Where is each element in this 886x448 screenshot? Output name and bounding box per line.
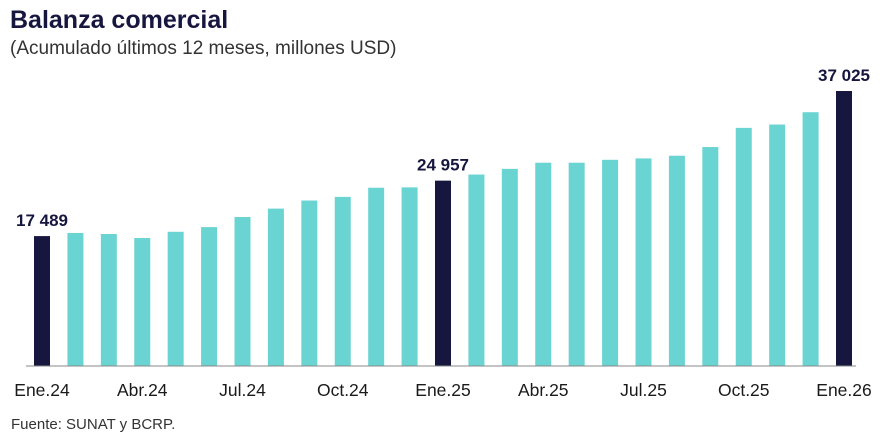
bar-ago-25: [668, 155, 685, 366]
bar-set-24: [301, 200, 318, 366]
bar-may-24: [167, 231, 184, 366]
data-label-ene-24: 17 489: [16, 211, 68, 230]
bar-ene-26: [836, 91, 852, 366]
bar-jun-24: [201, 227, 218, 366]
x-tick-label-jul-25: Jul.25: [620, 380, 667, 400]
x-tick-label-oct-24: Oct.24: [317, 380, 369, 400]
data-label-ene-26: 37 025: [818, 66, 870, 85]
x-tick-label-ene-24: Ene.24: [14, 380, 70, 400]
bar-mar-24: [100, 234, 117, 366]
bar-dic-25: [802, 112, 819, 367]
x-tick-label-oct-25: Oct.25: [718, 380, 770, 400]
source-note: Fuente: SUNAT y BCRP.: [11, 416, 176, 433]
bar-dic-24: [401, 187, 418, 366]
bar-ene-24: [34, 236, 50, 366]
x-tick-labels-group: Ene.24 Abr.24 Jul.24 Oct.24 Ene.25 Abr.25 Jul.…: [14, 380, 871, 400]
bar-may-25: [568, 162, 585, 366]
bar-oct-25: [735, 127, 752, 366]
bar-jul-25: [635, 158, 652, 366]
x-tick-label-ene-26: Ene.26: [816, 380, 871, 400]
x-tick-label-ene-25: Ene.25: [415, 380, 470, 400]
data-label-ene-25: 24 957: [417, 156, 469, 175]
bar-nov-25: [769, 124, 786, 366]
bar-set-25: [702, 147, 719, 366]
bar-jul-24: [234, 217, 251, 366]
bar-ago-24: [267, 208, 284, 366]
bar-abr-25: [535, 162, 552, 366]
x-tick-label-abr-24: Abr.24: [117, 380, 168, 400]
x-tick-label-abr-25: Abr.25: [518, 380, 569, 400]
bar-oct-24: [334, 196, 351, 366]
bar-feb-25: [468, 174, 485, 366]
bar-ene-25: [435, 180, 451, 366]
data-labels-group: 17 489 24 957 37 025: [16, 66, 870, 230]
bars-group: [34, 91, 852, 367]
bar-abr-24: [134, 238, 151, 366]
bar-feb-24: [67, 232, 84, 366]
bar-mar-25: [501, 168, 518, 366]
x-tick-label-jul-24: Jul.24: [219, 380, 266, 400]
bar-nov-24: [368, 187, 385, 366]
chart-subtitle: (Acumulado últimos 12 meses, millones US…: [10, 38, 397, 59]
chart-title: Balanza comercial: [10, 6, 229, 34]
bar-jun-25: [602, 159, 619, 366]
